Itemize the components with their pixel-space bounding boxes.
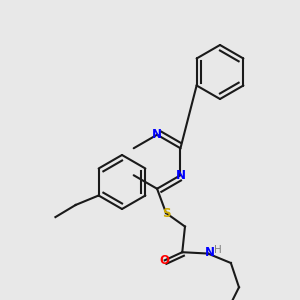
- Text: N: N: [205, 245, 215, 259]
- Text: N: N: [176, 169, 185, 182]
- Text: S: S: [162, 206, 170, 220]
- Text: O: O: [160, 254, 170, 267]
- Text: N: N: [152, 128, 162, 141]
- Text: H: H: [214, 245, 221, 255]
